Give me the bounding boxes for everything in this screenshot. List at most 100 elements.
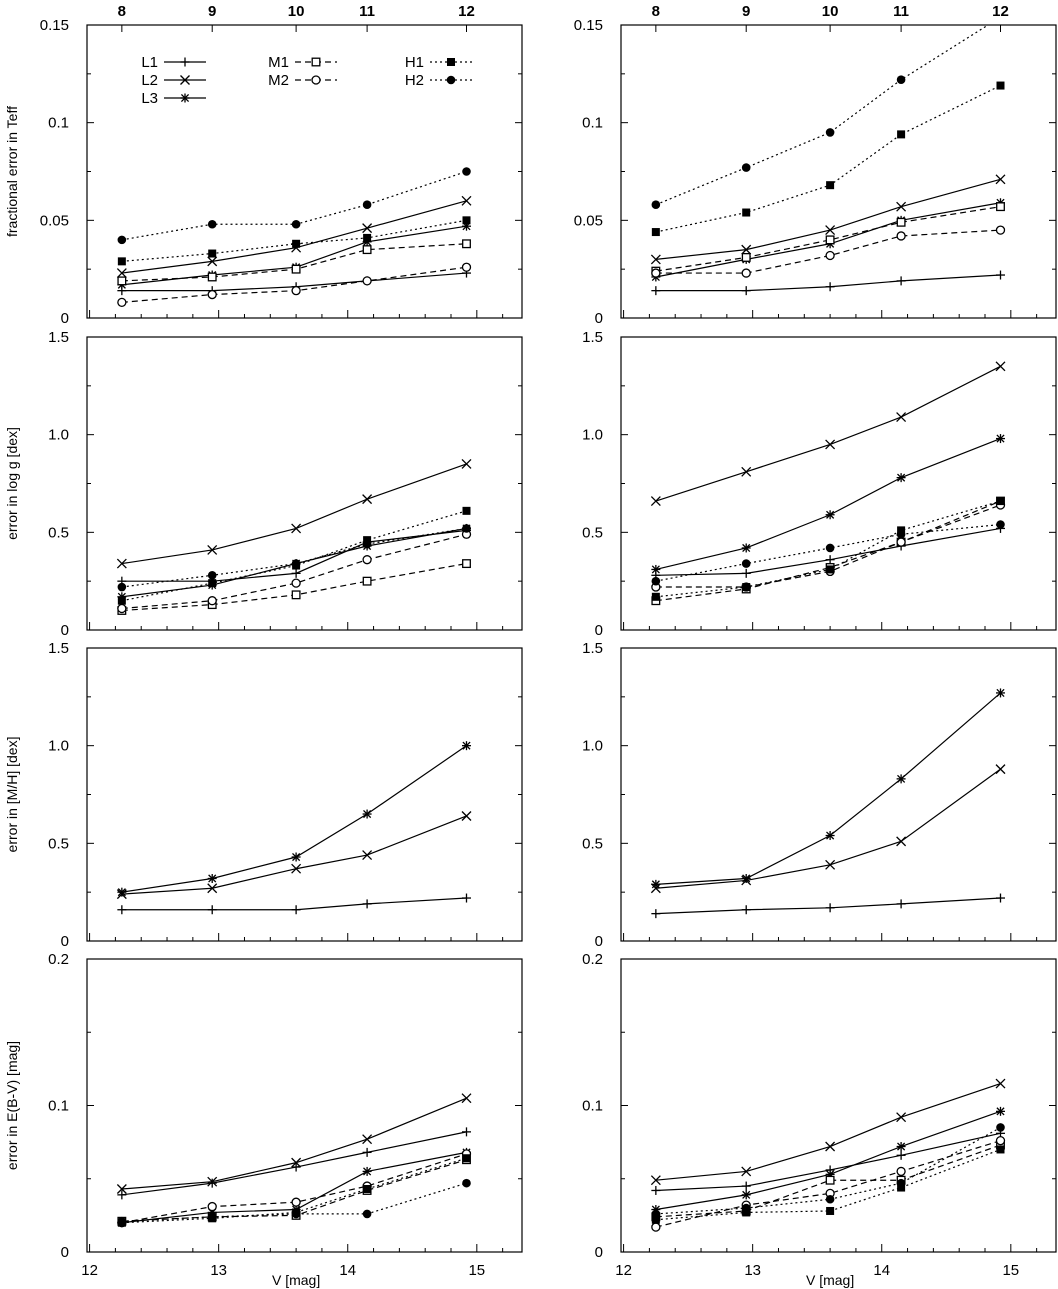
y-tick-label: 0.05 [574,212,603,229]
point-h1 [826,1206,835,1215]
point-h1 [742,1208,751,1217]
point-m2 [741,268,751,278]
legend-entry-m1: M1 [268,54,337,71]
legend-label: M1 [268,54,289,71]
point-h2 [996,1123,1005,1132]
point-l2 [995,174,1006,185]
point-h2 [825,1194,835,1204]
y-tick-label: 0 [595,933,603,950]
point-m2 [461,262,472,272]
series-line-l3 [121,225,467,286]
y-tick-label: 0 [595,622,603,639]
point-h2 [996,520,1005,529]
point-h1 [826,565,835,574]
legend-marker-m2 [311,75,321,85]
point-h2 [896,1178,906,1188]
point-l2 [995,1078,1006,1089]
y-tick-label: 0.5 [48,835,69,852]
point-l2 [741,1166,752,1177]
point-l1 [896,1150,906,1160]
legend-marker-l3 [180,93,190,103]
point-l1 [825,903,835,913]
point-l1 [741,286,751,296]
point-h2 [462,167,471,176]
y-tick-label: 0.2 [48,951,69,968]
legend-label: L2 [141,72,158,89]
y-axis-label: error in E(B-V) [mag] [4,1041,20,1170]
point-l1 [741,1181,751,1191]
series-line-h2 [121,170,467,241]
point-l2 [362,850,373,861]
plot-frame [86,958,523,1253]
point-m2 [362,276,372,286]
panel-r3-c1: 0 0.1 0.2 12 13 14 15 V [mag] [582,951,1057,1288]
series-line-l1 [121,897,467,911]
point-h2 [362,1209,372,1219]
point-m1 [362,576,372,586]
point-h2 [207,1212,217,1222]
y-tick-label: 0 [61,1244,69,1261]
x-axis-label: V [mag] [272,1272,320,1288]
x-tick-label: 12 [81,1262,98,1279]
point-l1 [291,568,301,578]
panel-r3-c0: 0 0.1 0.2 12 13 14 15 error in E(B-V) [mag] V [m… [4,951,523,1288]
y-tick-label: 0.1 [48,115,69,132]
point-m2 [207,1201,217,1212]
point-h1 [897,130,906,139]
point-h1 [462,216,471,225]
top-tick-label: 9 [208,3,216,20]
series-group [116,167,472,308]
series-line-l2 [655,365,1001,502]
point-l2 [825,1141,836,1152]
x-axis-label: V [mag] [806,1272,854,1288]
point-l1 [651,286,661,296]
legend-marker-l2 [180,75,190,85]
y-tick-label: 1.5 [48,640,69,657]
point-l2 [461,195,472,206]
point-h2 [291,1209,301,1219]
y-tick-label: 1.5 [582,329,603,346]
x-tick-label: 14 [339,1262,356,1279]
point-h1 [996,81,1005,90]
point-l1 [117,1190,127,1200]
point-h1 [996,1145,1005,1154]
series-line-l2 [655,768,1001,889]
point-m1 [825,1175,835,1185]
point-m2 [896,1166,906,1177]
point-m2 [896,231,906,241]
series-line-l1 [655,274,1001,292]
point-l3 [651,564,661,574]
point-l3 [995,688,1005,698]
series-line-m2 [121,533,467,610]
series-line-l1 [655,897,1001,915]
point-h2 [207,571,217,580]
point-l2 [825,859,836,870]
panel-r0-c0: 0 0.05 0.1 0.15 8 9 10 11 12 fractional error in … [4,3,523,327]
legend-label: M2 [268,72,289,89]
y-tick-label: 0.15 [574,17,603,34]
point-l1 [651,1185,661,1195]
legend-entry-l1: L1 [141,54,206,71]
point-m1 [207,272,217,282]
top-tick-label: 10 [822,3,839,20]
point-l1 [117,905,127,915]
y-tick-label: 1.0 [48,738,69,755]
point-l1 [651,909,661,919]
point-l3 [896,1142,906,1152]
point-l2 [650,496,661,507]
point-l3 [291,852,301,862]
point-h1 [826,181,835,190]
point-m1 [996,202,1005,212]
legend-label: H2 [405,72,424,89]
point-m2 [117,297,127,308]
y-tick-label: 0.1 [582,1098,603,1115]
point-l2 [116,268,127,279]
series-group [116,741,472,915]
top-tick-label: 12 [458,3,475,20]
point-h2 [362,539,372,549]
y-tick-label: 0 [595,1244,603,1261]
point-l2 [896,412,907,423]
point-l1 [995,893,1005,903]
point-m2 [207,596,217,606]
